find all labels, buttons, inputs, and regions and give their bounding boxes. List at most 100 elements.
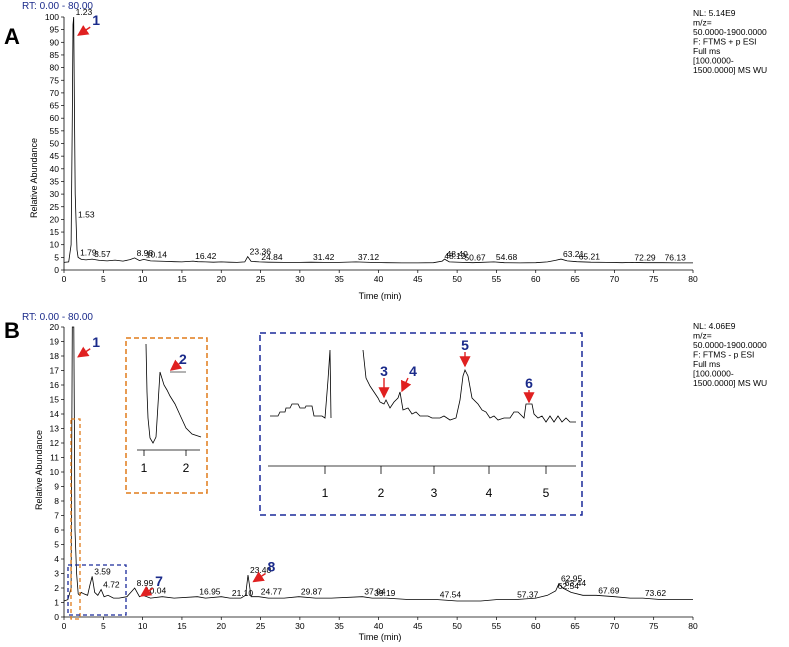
y-tick-label: 5 — [54, 252, 59, 262]
info-line: [100.0000- — [693, 56, 734, 66]
blue-inset-peak-number: 4 — [409, 363, 417, 379]
y-tick-label: 11 — [50, 453, 59, 463]
peak-label: 29.87 — [301, 587, 323, 597]
info-line: 1500.0000] MS WU — [693, 378, 767, 388]
y-tick-label: 40 — [50, 164, 60, 174]
x-tick-label: 75 — [649, 621, 659, 631]
y-tick-label: 55 — [50, 126, 60, 136]
x-tick-label: 40 — [374, 621, 384, 631]
y-tick-label: 6 — [54, 525, 59, 535]
x-tick-label: 70 — [610, 621, 620, 631]
x-tick-label: 10 — [138, 274, 148, 284]
x-tick-label: 20 — [217, 621, 227, 631]
x-tick-label: 55 — [492, 621, 502, 631]
peak-arrow — [77, 346, 91, 358]
rt-label-a: RT: 0.00 - 80.00 — [22, 1, 93, 12]
peak-label: 16.42 — [195, 251, 217, 261]
blue-inset-peak-number: 6 — [525, 375, 533, 391]
orange-highlight-box — [70, 418, 81, 620]
x-tick-label: 60 — [531, 274, 541, 284]
y-tick-label: 20 — [50, 214, 60, 224]
y-tick-label: 3 — [54, 569, 59, 579]
x-tick-label: 30 — [295, 274, 305, 284]
blue-inset-peak-number: 5 — [461, 337, 469, 353]
orange-inset-arrow — [169, 359, 183, 371]
y-tick-label: 30 — [50, 189, 60, 199]
x-tick-label: 15 — [177, 621, 187, 631]
peak-label: 10.14 — [146, 249, 168, 259]
blue-inset: 1 2 3 4 5 3 4 5 6 — [259, 332, 583, 516]
info-line: 50.0000-1900.0000 — [693, 27, 767, 37]
x-tick-label: 5 — [101, 274, 106, 284]
y-tick-label: 100 — [45, 12, 59, 22]
peak-label: 62.54 — [558, 581, 580, 591]
x-tick-label: 45 — [413, 274, 423, 284]
peak-label: 21.10 — [232, 588, 254, 598]
y-tick-label: 14 — [50, 409, 60, 419]
blue-inset-tick-label: 2 — [378, 486, 385, 500]
info-line: 1500.0000] MS WU — [693, 65, 767, 75]
x-tick-label: 30 — [295, 621, 305, 631]
peak-arrow — [77, 25, 91, 36]
plot-b: 0 5 10 15 20 25 30 35 40 45 50 55 60 65 70 75 8001234567… — [50, 322, 698, 631]
y-tick-label: 95 — [50, 25, 60, 35]
peak-label: 16.95 — [199, 587, 221, 597]
x-tick-label: 0 — [62, 621, 67, 631]
blue-inset-tick-label: 3 — [431, 486, 438, 500]
y-tick-label: 0 — [54, 612, 59, 622]
x-tick-label: 40 — [374, 274, 384, 284]
peak-label: 54.68 — [496, 252, 518, 262]
info-line: m/z= — [693, 18, 712, 28]
chromatogram-trace — [63, 326, 693, 602]
y-tick-label: 50 — [50, 139, 60, 149]
y-tick-label: 90 — [50, 37, 60, 47]
blue-inset-tick-label: 5 — [543, 486, 550, 500]
plot-a: 0 5 10 15 20 25 30 35 40 45 50 55 60 65 70 75 80 0 5 10 15 20… — [45, 7, 698, 284]
peak-number: 8 — [268, 559, 276, 575]
peak-label: 37.94 — [364, 587, 386, 597]
peak-label: 24.77 — [261, 587, 283, 597]
y-tick-label: 13 — [50, 424, 60, 434]
blue-inset-tick-label: 4 — [486, 486, 493, 500]
x-tick-label: 55 — [492, 274, 502, 284]
peak-arrow — [139, 585, 154, 597]
x-tick-label: 35 — [334, 621, 344, 631]
peak-label: 24.84 — [261, 252, 283, 262]
peak-label: 10.04 — [145, 585, 167, 595]
peak-label: 3.57 — [94, 249, 111, 259]
peak-number: 7 — [155, 573, 163, 589]
info-line: [100.0000- — [693, 369, 734, 379]
y-tick-label: 19 — [50, 337, 60, 347]
y-tick-label: 15 — [50, 395, 60, 405]
peak-label: 48.40 — [447, 249, 469, 259]
y-tick-label: 45 — [50, 151, 60, 161]
peak-label: 4.72 — [103, 579, 120, 589]
peak-label: 47.54 — [440, 590, 462, 600]
rt-label-b: RT: 0.00 - 80.00 — [22, 312, 93, 323]
info-line: NL: 4.06E9 — [693, 321, 736, 331]
y-tick-label: 20 — [50, 322, 60, 332]
blue-inset-tick-label: 1 — [322, 486, 329, 500]
info-line: Full ms — [693, 359, 720, 369]
peak-label: 67.69 — [598, 585, 620, 595]
blue-inset-arrow-4 — [401, 377, 412, 393]
y-tick-label: 25 — [50, 202, 60, 212]
y-tick-label: 10 — [50, 467, 60, 477]
peak-label: 76.13 — [665, 253, 687, 263]
y-tick-label: 2 — [54, 583, 59, 593]
x-tick-label: 80 — [688, 621, 698, 631]
peak-label: 23.36 — [250, 247, 272, 257]
blue-inset-trace — [270, 349, 576, 423]
x-tick-label: 45 — [413, 621, 423, 631]
orange-inset-tick-label: 2 — [183, 461, 190, 475]
peak-number: 1 — [92, 12, 100, 28]
y-tick-label: 7 — [54, 511, 59, 521]
y-tick-label: 85 — [50, 50, 60, 60]
x-tick-label: 50 — [452, 274, 462, 284]
x-tick-label: 5 — [101, 621, 106, 631]
x-tick-label: 50 — [452, 621, 462, 631]
info-line: m/z= — [693, 331, 712, 341]
